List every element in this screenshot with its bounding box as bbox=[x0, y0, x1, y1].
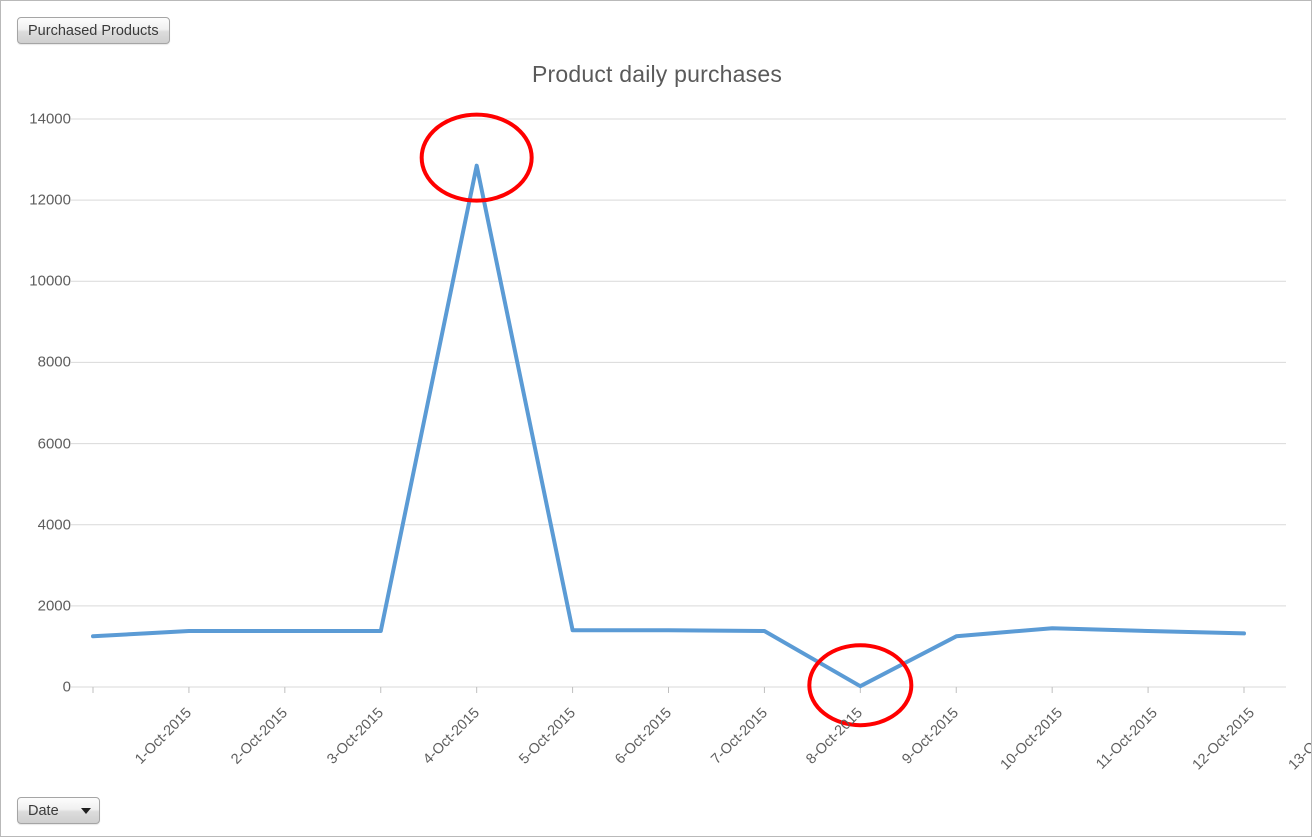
axis-tick-marks bbox=[92, 687, 1245, 693]
y-axis-tick-label: 10000 bbox=[29, 272, 71, 290]
y-axis-tick-label: 6000 bbox=[37, 435, 71, 453]
y-axis-tick-label: 4000 bbox=[37, 516, 71, 534]
axis-field-label: Date bbox=[28, 802, 59, 819]
chevron-down-icon[interactable] bbox=[80, 807, 91, 814]
legend-field-label: Purchased Products bbox=[28, 22, 159, 39]
gridlines bbox=[71, 118, 1286, 688]
chart-title: Product daily purchases bbox=[531, 61, 783, 87]
legend-field-button[interactable]: Purchased Products bbox=[17, 17, 170, 44]
series-line-purchased-products bbox=[91, 163, 1246, 689]
peak-highlight-annotation bbox=[419, 112, 534, 203]
y-axis-tick-label: 8000 bbox=[37, 353, 71, 371]
y-axis-tick-label: 12000 bbox=[29, 191, 71, 209]
y-axis-tick-label: 2000 bbox=[37, 597, 71, 615]
dip-highlight-annotation bbox=[807, 643, 914, 728]
y-axis-tick-label: 14000 bbox=[29, 110, 71, 128]
y-axis-tick-label: 0 bbox=[62, 678, 71, 696]
axis-field-button[interactable]: Date bbox=[17, 797, 100, 824]
